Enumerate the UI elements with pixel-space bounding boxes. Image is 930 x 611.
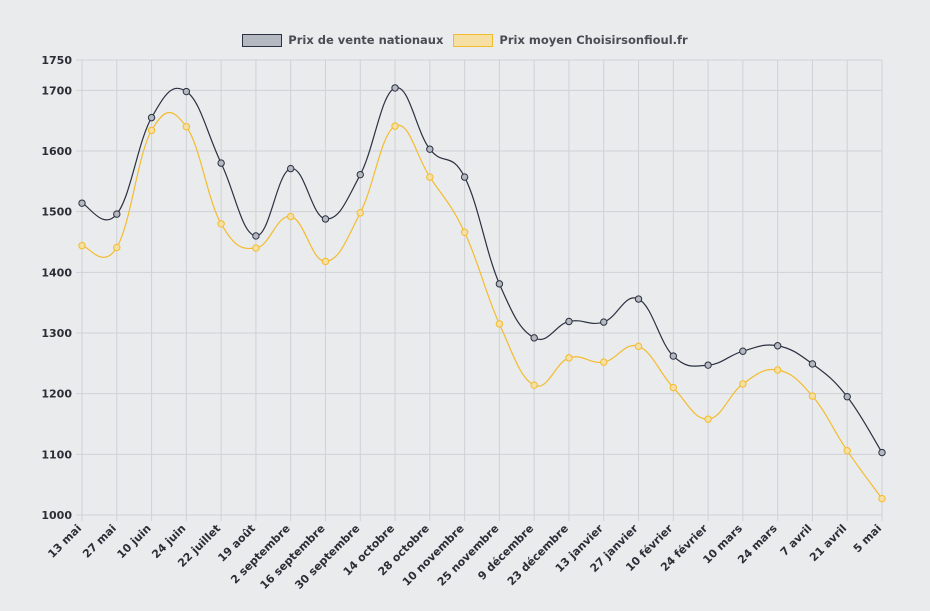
data-point-0	[252, 232, 260, 240]
legend-item-prix-de-vente-nationaux[interactable]: Prix de vente nationaux	[242, 33, 443, 47]
data-point-1	[773, 366, 782, 374]
data-point-0	[217, 159, 225, 167]
data-point-1	[356, 209, 364, 217]
legend: Prix de vente nationaux Prix moyen Chois…	[0, 33, 930, 47]
y-tick-label: 1750	[41, 54, 72, 67]
x-tick-label: 13 mai	[45, 522, 84, 561]
data-point-1	[843, 446, 851, 455]
y-tick-label: 1600	[41, 145, 72, 158]
series-line-0	[81, 87, 883, 453]
data-point-1	[286, 212, 295, 221]
data-point-0	[600, 318, 608, 326]
data-point-1	[878, 494, 886, 503]
data-point-1	[565, 354, 573, 362]
y-tick-label: 1100	[41, 448, 72, 461]
data-point-1	[113, 243, 121, 252]
data-point-0	[565, 317, 573, 326]
y-tick-label: 1400	[41, 266, 72, 279]
x-tick-label: 10 juin	[115, 522, 154, 561]
data-point-0	[669, 352, 678, 360]
data-point-1	[600, 358, 608, 366]
x-tick-label: 27 mai	[80, 522, 119, 561]
x-tick-label: 25 novembre	[435, 522, 502, 589]
legend-item-prix-moyen[interactable]: Prix moyen Choisirsonfioul.fr	[453, 33, 688, 47]
data-point-0	[739, 347, 747, 355]
x-tick-label: 5 mai	[851, 522, 884, 555]
y-tick-label: 1000	[41, 509, 72, 522]
data-point-1	[530, 381, 538, 389]
data-point-0	[773, 342, 782, 350]
data-point-0	[495, 280, 504, 288]
data-point-0	[634, 295, 643, 303]
legend-label-nationaux: Prix de vente nationaux	[288, 33, 444, 47]
y-tick-label: 1200	[41, 388, 72, 401]
data-point-0	[460, 173, 469, 181]
data-point-0	[878, 448, 886, 457]
data-point-1	[147, 126, 156, 135]
data-point-1	[217, 220, 225, 228]
data-point-0	[182, 87, 191, 96]
y-tick-label: 1500	[41, 206, 72, 219]
data-point-0	[808, 360, 817, 368]
data-point-1	[460, 228, 469, 236]
y-tick-label: 1700	[41, 84, 72, 97]
data-point-1	[808, 392, 817, 400]
x-tick-label: 21 avril	[807, 522, 849, 564]
y-tick-label: 1300	[41, 327, 72, 340]
data-point-0	[321, 215, 330, 223]
data-point-1	[634, 342, 643, 351]
series-line-1	[81, 111, 883, 499]
data-point-1	[78, 241, 86, 250]
data-point-0	[356, 170, 364, 179]
data-point-0	[113, 210, 121, 218]
data-point-1	[669, 383, 678, 392]
data-point-1	[739, 380, 747, 388]
data-point-0	[286, 164, 295, 173]
data-point-0	[426, 145, 434, 153]
data-point-0	[147, 113, 156, 122]
data-point-1	[704, 415, 712, 423]
data-point-0	[530, 334, 538, 342]
data-point-0	[391, 84, 399, 92]
legend-swatch-nationaux	[242, 33, 283, 47]
data-point-1	[321, 257, 330, 266]
data-point-1	[495, 320, 504, 328]
data-point-1	[426, 173, 434, 181]
data-point-0	[78, 199, 86, 207]
legend-label-prix-moyen: Prix moyen Choisirsonfioul.fr	[499, 33, 688, 47]
data-point-0	[843, 393, 851, 401]
data-point-1	[252, 244, 260, 252]
legend-swatch-prix-moyen	[453, 33, 494, 47]
x-tick-label: 10 novembre	[400, 522, 467, 589]
data-point-1	[391, 122, 399, 130]
data-point-0	[704, 361, 712, 369]
x-tick-label: 23 décembre	[505, 522, 571, 588]
data-point-1	[182, 123, 191, 131]
